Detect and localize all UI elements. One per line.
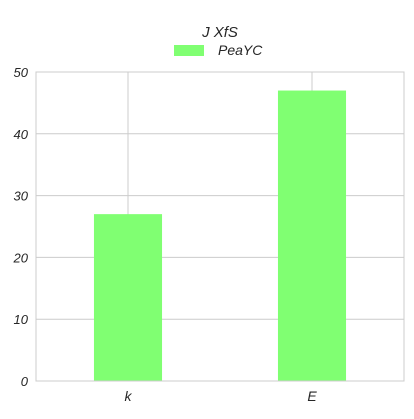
gridlines xyxy=(36,71,404,382)
legend: PeaYC xyxy=(174,42,263,58)
y-tick-label: 10 xyxy=(14,312,29,327)
y-tick-label: 20 xyxy=(13,250,29,265)
legend-label: PeaYC xyxy=(218,42,263,58)
y-tick-label: 30 xyxy=(14,189,29,204)
y-tick-label: 0 xyxy=(21,374,29,389)
x-tick-label: k xyxy=(125,388,133,404)
bars xyxy=(93,90,347,381)
legend-swatch xyxy=(174,45,204,56)
x-tick-label: E xyxy=(307,388,317,404)
y-tick-label: 50 xyxy=(14,65,29,80)
y-tick-label: 40 xyxy=(14,127,29,142)
bar-E xyxy=(277,90,347,381)
chart-title: J XfS xyxy=(201,24,238,41)
y-axis-ticks: 0 10 20 30 40 50 xyxy=(13,65,29,389)
plot-frame xyxy=(35,71,405,382)
bar-k xyxy=(93,214,163,381)
